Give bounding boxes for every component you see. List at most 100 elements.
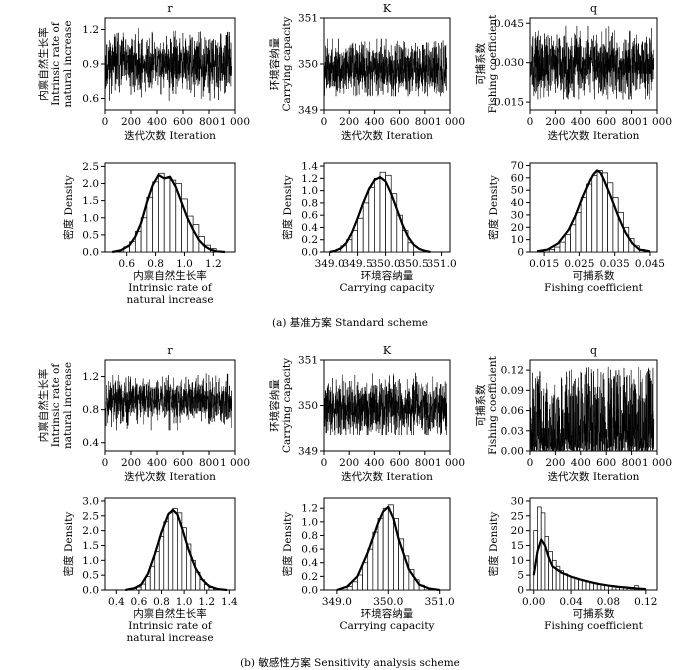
x-tick-label: 1.0 xyxy=(176,596,193,608)
y-tick-label: 0.00 xyxy=(501,446,524,458)
y-axis-label: 内禀自然生长率 xyxy=(37,369,50,443)
y-tick-label: 20 xyxy=(511,222,524,234)
x-axis-label: natural increase xyxy=(126,294,213,306)
x-tick-label: 200 xyxy=(545,457,565,469)
plot-frame xyxy=(529,17,658,111)
y-tick-label: 350 xyxy=(298,59,318,71)
y-tick-label: 10 xyxy=(511,234,524,246)
y-tick-label: 2.5 xyxy=(82,161,99,173)
histogram-bar xyxy=(362,202,370,253)
y-tick-label: 15 xyxy=(511,540,524,552)
y-tick-label: 0.9 xyxy=(82,59,99,71)
x-tick-label: 200 xyxy=(121,116,141,128)
histogram-bar xyxy=(374,177,381,253)
x-tick-label: 600 xyxy=(390,116,410,128)
histogram-bar xyxy=(172,508,178,591)
y-tick-label: 0 xyxy=(517,585,524,597)
x-axis-label: natural increase xyxy=(126,632,213,644)
histogram-bar xyxy=(357,574,363,591)
histogram-bar xyxy=(357,217,364,253)
trace-line xyxy=(105,28,232,101)
histogram-bar xyxy=(554,246,561,253)
b-r-trace-panel: 0 200 400 600 800 1 000 0.4 0.8 1.2 r 内禀自然生长率 Intri… xyxy=(37,344,250,483)
x-tick-label: 0.8 xyxy=(147,258,164,270)
x-tick-label: 400 xyxy=(147,116,167,128)
y-tick-label: 10 xyxy=(511,555,524,567)
panel-title: K xyxy=(383,2,392,15)
x-tick-label: 800 xyxy=(199,457,219,469)
a-K-trace-panel: 0 200 400 600 800 1 000 349 350 351 K 环境容纳量 Carryin… xyxy=(268,2,465,142)
histogram-bar xyxy=(585,581,591,591)
y-axis-label: 密度 Density xyxy=(281,175,294,240)
x-tick-label: 1.0 xyxy=(176,258,193,270)
histogram-bar xyxy=(591,175,598,253)
y-tick-label: 0.4 xyxy=(301,222,318,234)
x-tick-label: 600 xyxy=(173,457,193,469)
x-axis-label: 可捕系数 xyxy=(573,269,615,282)
y-tick-label: 1.5 xyxy=(82,540,99,552)
y-axis-label: 可捕系数 xyxy=(474,384,487,426)
histogram-bar xyxy=(596,170,603,253)
y-tick-label: 1.2 xyxy=(301,173,318,185)
histogram-bar xyxy=(163,178,171,253)
histogram-bar xyxy=(575,212,582,253)
y-tick-label: 0.03 xyxy=(501,425,524,437)
x-tick-label: 1 000 xyxy=(642,116,672,128)
y-tick-label: 40 xyxy=(511,197,524,209)
trace-line xyxy=(530,25,655,100)
y-tick-label: 0.0 xyxy=(301,247,318,259)
histogram-bar xyxy=(152,181,159,253)
histogram-bar xyxy=(169,179,177,253)
histogram-bar xyxy=(559,241,566,253)
x-tick-label: 1 000 xyxy=(435,116,465,128)
y-tick-label: 1.0 xyxy=(82,212,99,224)
y-axis-label: Carrying capacity xyxy=(281,358,293,453)
density-curve xyxy=(536,169,651,253)
y-tick-label: 0.4 xyxy=(82,437,99,449)
y-axis-label: 密度 Density xyxy=(62,512,75,577)
x-axis-label: 迭代次数 Iteration xyxy=(341,129,433,142)
x-tick-label: 351.0 xyxy=(427,258,457,270)
x-tick-label: 351.0 xyxy=(425,596,455,608)
y-tick-label: 50 xyxy=(511,185,524,197)
x-tick-label: 0.6 xyxy=(118,258,135,270)
x-tick-label: 0.08 xyxy=(597,596,620,608)
a-r-trace-panel: 0 200 400 600 800 1 000 0.6 0.9 1.2 r 内禀自然生长率 Intri… xyxy=(37,2,250,142)
x-axis-label: 迭代次数 Iteration xyxy=(124,129,216,142)
x-tick-label: 349.5 xyxy=(343,258,373,270)
y-tick-label: 1.4 xyxy=(301,161,318,173)
y-axis-label: Fishing coefficient xyxy=(487,355,499,454)
histogram-bar xyxy=(570,577,576,591)
x-tick-label: 0.4 xyxy=(108,596,125,608)
y-tick-label: 0.030 xyxy=(494,57,524,69)
x-tick-label: 0.6 xyxy=(131,596,148,608)
histogram-bar xyxy=(407,242,414,253)
histogram-bar xyxy=(372,531,379,591)
histogram-bar xyxy=(574,578,579,591)
a-q-trace-panel: 0 200 400 600 800 1 000 0.015 0.030 0.045 q 可捕系数 Fi… xyxy=(474,2,672,142)
x-tick-label: 800 xyxy=(199,116,219,128)
histogram-bar xyxy=(564,234,571,253)
x-tick-label: 1.2 xyxy=(198,596,215,608)
y-axis-label: Fishing coefficient xyxy=(487,14,499,113)
a-r-density-panel: 0.6 0.8 1.0 1.2 0.0 0.5 1.0 1.5 2.0 2.5 密度 Density… xyxy=(62,161,236,306)
density-curve xyxy=(329,176,431,254)
x-axis-label: Carrying capacity xyxy=(340,282,435,294)
y-tick-label: 1.2 xyxy=(82,24,99,36)
density-curve xyxy=(112,173,225,254)
density-curve xyxy=(532,538,646,591)
y-tick-label: 30 xyxy=(511,495,524,507)
y-tick-label: 351 xyxy=(298,13,318,25)
y-axis-label: 密度 Density xyxy=(487,512,500,577)
histogram-bar xyxy=(382,507,389,591)
histogram-bar xyxy=(578,579,583,591)
panel-title: q xyxy=(590,344,597,357)
x-tick-label: 800 xyxy=(622,457,642,469)
x-tick-label: 400 xyxy=(571,457,591,469)
histogram-bar xyxy=(567,575,572,591)
x-axis-label: Carrying capacity xyxy=(340,620,435,632)
histogram-bar xyxy=(586,183,593,253)
b-q-density-panel: 0.00 0.04 0.08 0.12 0 5 10 15 20 25 30 密度 Density 可捕… xyxy=(487,495,658,632)
x-tick-label: 350.0 xyxy=(371,258,401,270)
x-tick-label: 349.0 xyxy=(315,258,345,270)
